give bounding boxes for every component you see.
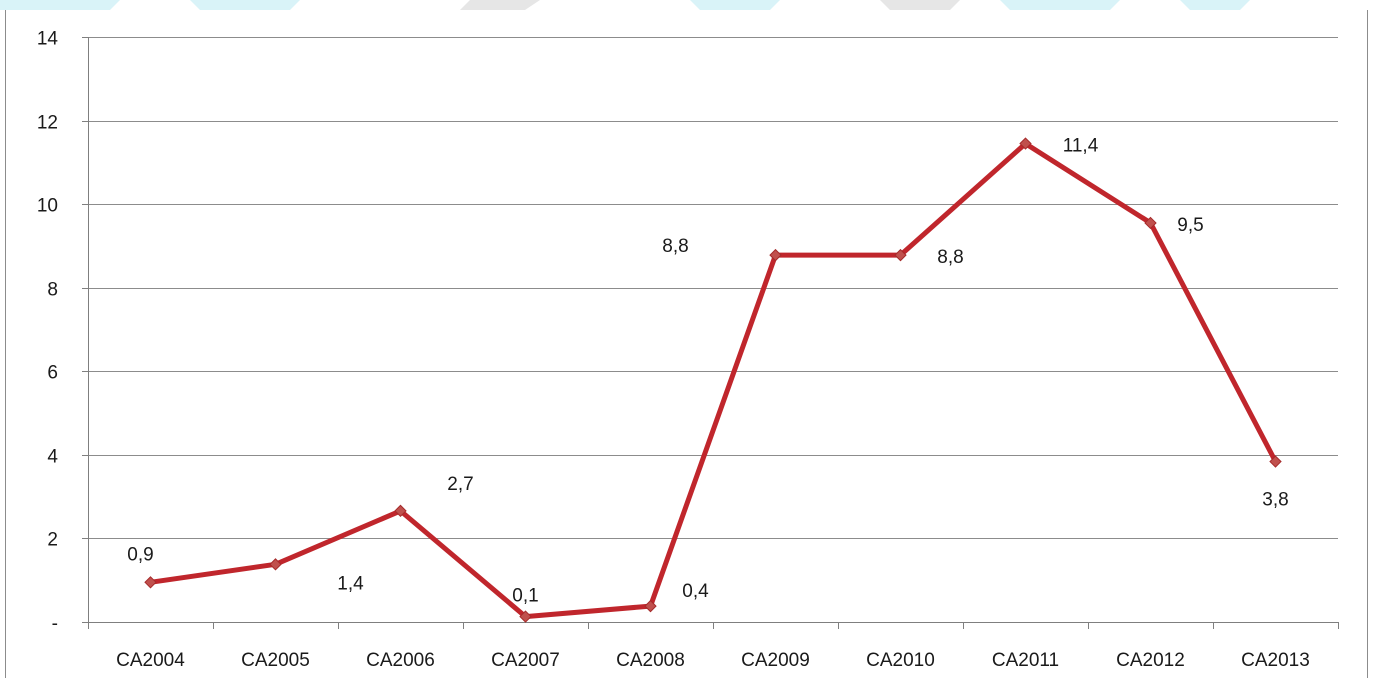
y-tick-label-5: 10 bbox=[37, 196, 58, 217]
data-label-0: 0,9 bbox=[127, 544, 153, 565]
data-label-4: 0,4 bbox=[682, 581, 709, 602]
data-label-8: 9,5 bbox=[1177, 215, 1203, 236]
data-point-9 bbox=[1269, 455, 1282, 468]
x-tick-label-6: CA2010 bbox=[866, 650, 935, 671]
decorative-top-band bbox=[0, 0, 1250, 10]
y-tick-label-2: 4 bbox=[47, 447, 58, 468]
data-label-5: 8,8 bbox=[662, 236, 688, 257]
y-tick-label-0: - bbox=[52, 614, 58, 635]
data-label-9: 3,8 bbox=[1262, 490, 1288, 511]
x-axis-tick-labels: CA2004 CA2005 CA2006 CA2007 CA2008 CA2009 CA20… bbox=[116, 650, 1310, 671]
x-tick-label-2: CA2006 bbox=[366, 650, 435, 671]
y-axis-tick-labels: - 2 4 6 8 10 12 14 bbox=[37, 29, 59, 635]
y-tick-label-1: 2 bbox=[47, 530, 58, 551]
data-label-3: 0,1 bbox=[512, 586, 538, 607]
data-label-2: 2,7 bbox=[447, 474, 473, 495]
axes bbox=[82, 37, 1339, 629]
x-tick-label-9: CA2013 bbox=[1241, 650, 1310, 671]
data-labels: 0,9 1,4 2,7 0,1 0,4 8,8 8,8 11,4 9,5 3,8 bbox=[127, 136, 1288, 607]
data-point-3 bbox=[519, 610, 532, 623]
y-tick-label-3: 6 bbox=[47, 363, 58, 384]
data-point-5 bbox=[769, 248, 782, 262]
data-point-8 bbox=[1144, 216, 1157, 230]
data-point-0 bbox=[144, 576, 157, 589]
x-tick-label-5: CA2009 bbox=[741, 650, 810, 671]
data-point-1 bbox=[269, 558, 282, 571]
x-tick-label-0: CA2004 bbox=[116, 650, 185, 671]
series-markers bbox=[144, 137, 1282, 623]
x-tick-label-7: CA2011 bbox=[992, 650, 1059, 671]
x-tick-label-8: CA2012 bbox=[1116, 650, 1185, 671]
data-point-4 bbox=[644, 599, 657, 613]
y-tick-label-7: 14 bbox=[37, 29, 59, 50]
series-line-path bbox=[148, 141, 1278, 620]
y-tick-label-4: 8 bbox=[47, 280, 58, 301]
data-point-2 bbox=[394, 504, 407, 518]
data-label-6: 8,8 bbox=[937, 247, 963, 268]
data-label-7: 11,4 bbox=[1063, 136, 1099, 157]
x-tick-label-4: CA2008 bbox=[616, 650, 685, 671]
y-tick-label-6: 12 bbox=[37, 113, 58, 134]
x-tick-label-3: CA2007 bbox=[491, 650, 560, 671]
data-point-7 bbox=[1019, 137, 1032, 150]
series-line bbox=[148, 141, 1278, 620]
data-point-6 bbox=[894, 248, 907, 262]
data-label-1: 1,4 bbox=[337, 573, 364, 594]
gridlines bbox=[88, 37, 1338, 539]
x-tick-label-1: CA2005 bbox=[241, 650, 310, 671]
